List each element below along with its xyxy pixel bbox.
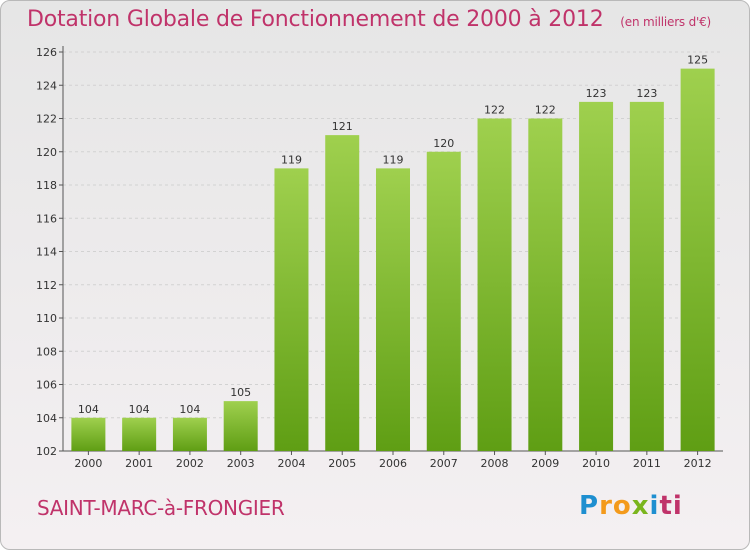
bar-2007 xyxy=(426,151,461,451)
y-tick-label: 126 xyxy=(36,46,57,59)
bar-2006 xyxy=(376,168,410,451)
bar-value-label: 121 xyxy=(332,120,353,133)
logo-letter: o xyxy=(612,491,632,521)
x-tick-label: 2011 xyxy=(633,457,661,470)
bar-2000 xyxy=(71,417,106,451)
bar-2002 xyxy=(172,417,207,451)
bar-2010 xyxy=(579,101,614,451)
y-tick-label: 104 xyxy=(36,412,57,425)
bar-2011 xyxy=(629,101,664,451)
x-tick-label: 2010 xyxy=(582,457,610,470)
bar-value-label: 119 xyxy=(383,153,404,166)
chart-title-text: Dotation Globale de Fonctionnement de 20… xyxy=(27,7,604,32)
logo-letter: t xyxy=(659,491,673,521)
bars xyxy=(71,68,715,451)
y-tick-label: 114 xyxy=(36,246,57,259)
x-tick-label: 2003 xyxy=(227,457,255,470)
x-tick-label: 2002 xyxy=(176,457,204,470)
x-tick-label: 2001 xyxy=(125,457,153,470)
bar-2008 xyxy=(477,118,512,451)
y-tick-label: 112 xyxy=(36,279,57,292)
x-tick-label: 2007 xyxy=(430,457,458,470)
logo-letter: i xyxy=(649,491,660,521)
x-tick-label: 2005 xyxy=(328,457,356,470)
x-tick-label: 2008 xyxy=(481,457,509,470)
y-tick-label: 116 xyxy=(36,212,57,225)
y-tick-label: 106 xyxy=(36,379,57,392)
bar-value-label: 105 xyxy=(230,386,251,399)
y-tick-label: 110 xyxy=(36,312,57,325)
y-tick-label: 118 xyxy=(36,179,57,192)
bar-value-label: 104 xyxy=(179,403,200,416)
logo-letter: P xyxy=(579,491,600,521)
bar-value-label: 123 xyxy=(636,87,657,100)
bar-value-label: 123 xyxy=(586,87,607,100)
bar-value-label: 104 xyxy=(78,403,99,416)
logo-letter: x xyxy=(631,491,650,521)
x-tick-label: 2004 xyxy=(277,457,305,470)
x-tick-label: 2006 xyxy=(379,457,407,470)
bar-value-label: 120 xyxy=(433,137,454,150)
bar-2012 xyxy=(680,68,715,451)
bar-value-label: 119 xyxy=(281,153,302,166)
bar-value-label: 104 xyxy=(129,403,150,416)
logo-letter: i xyxy=(672,491,683,521)
y-tick-label: 108 xyxy=(36,345,57,358)
proxiti-logo[interactable]: Proxiti xyxy=(579,491,683,521)
bar-value-label: 122 xyxy=(535,104,556,117)
y-tick-label: 102 xyxy=(36,445,57,458)
y-tick-label: 120 xyxy=(36,146,57,159)
labels: 102 104 106 108 110 112 114 116 118 120 122 124 126 1… xyxy=(36,46,712,470)
bar-value-label: 125 xyxy=(687,54,708,67)
chart-unit: (en milliers d'€) xyxy=(620,15,712,29)
bar-value-label: 122 xyxy=(484,104,505,117)
commune-name: SAINT-MARC-à-FRONGIER xyxy=(37,496,285,520)
bar-2003 xyxy=(223,401,258,451)
bar-2001 xyxy=(122,417,157,451)
chart-title: Dotation Globale de Fonctionnement de 20… xyxy=(27,7,711,32)
bar-2004 xyxy=(274,168,309,451)
y-tick-label: 124 xyxy=(36,79,57,92)
logo-letter: r xyxy=(599,491,613,521)
bar-2005 xyxy=(325,135,360,451)
y-tick-label: 122 xyxy=(36,113,57,126)
x-tick-label: 2000 xyxy=(74,457,102,470)
bar-2009 xyxy=(528,118,563,451)
x-tick-label: 2012 xyxy=(684,457,712,470)
x-tick-label: 2009 xyxy=(531,457,559,470)
